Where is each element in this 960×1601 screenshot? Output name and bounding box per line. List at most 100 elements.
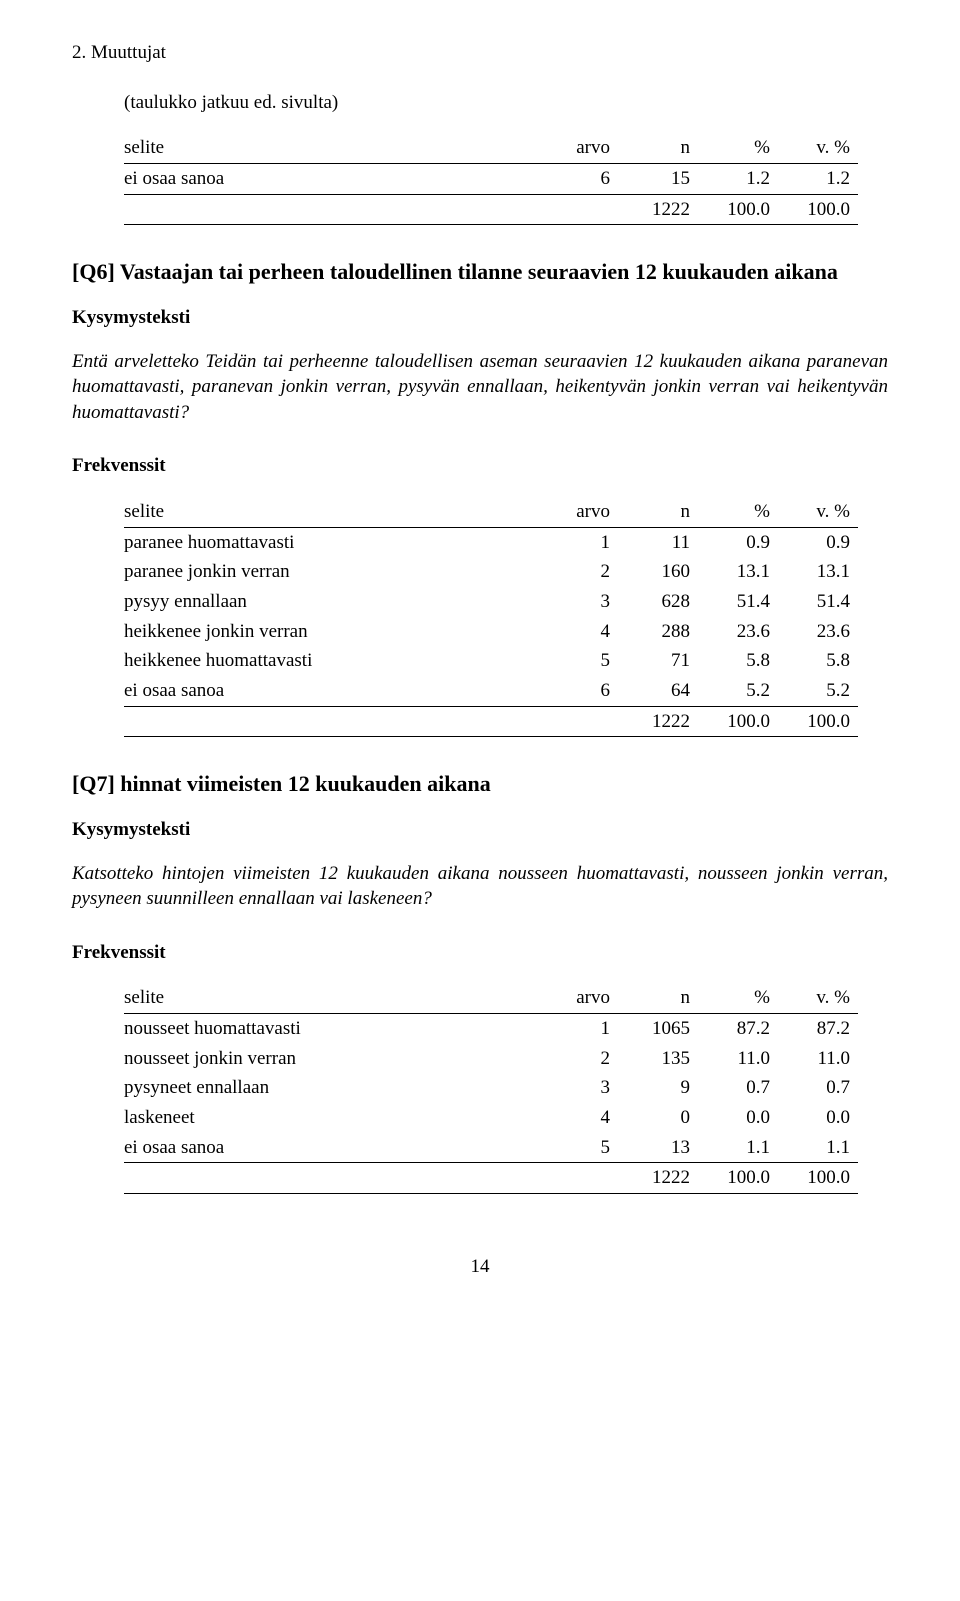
cell-pct: 13.1 — [698, 557, 778, 587]
cell-vpct: 5.8 — [778, 646, 858, 676]
cell-n: 11 — [618, 527, 698, 557]
table-q6: selite arvo n % v. % paranee huomattavas… — [124, 497, 858, 737]
cell-pct: 5.8 — [698, 646, 778, 676]
table-row: ei osaa sanoa6645.25.2 — [124, 676, 858, 706]
cell-selite: paranee huomattavasti — [124, 527, 548, 557]
cell-n: 13 — [618, 1133, 698, 1163]
col-header-selite: selite — [124, 133, 548, 163]
col-header-pct: % — [698, 983, 778, 1013]
q6-title: [Q6] Vastaajan tai perheen taloudellinen… — [72, 257, 888, 287]
q7-title: [Q7] hinnat viimeisten 12 kuukauden aika… — [72, 769, 888, 799]
cell-arvo: 2 — [548, 557, 618, 587]
cell-vpct: 0.0 — [778, 1103, 858, 1133]
cell-arvo: 1 — [548, 1014, 618, 1044]
cell-vpct: 1.2 — [778, 163, 858, 194]
q7-kysymysteksti-label: Kysymysteksti — [72, 817, 888, 843]
page-number: 14 — [72, 1254, 888, 1280]
cell-total-pct: 100.0 — [698, 706, 778, 737]
col-header-vpct: v. % — [778, 133, 858, 163]
q6-freq-label: Frekvenssit — [72, 453, 888, 479]
cell-arvo: 4 — [548, 617, 618, 647]
cell-selite: ei osaa sanoa — [124, 676, 548, 706]
cell-selite: paranee jonkin verran — [124, 557, 548, 587]
cell-arvo: 2 — [548, 1044, 618, 1074]
col-header-arvo: arvo — [548, 133, 618, 163]
table-row: nousseet jonkin verran213511.011.0 — [124, 1044, 858, 1074]
cell-vpct: 11.0 — [778, 1044, 858, 1074]
cell-n: 288 — [618, 617, 698, 647]
cell-n: 64 — [618, 676, 698, 706]
q7-freq-label: Frekvenssit — [72, 940, 888, 966]
col-header-n: n — [618, 983, 698, 1013]
cell-pct: 11.0 — [698, 1044, 778, 1074]
cell-arvo: 5 — [548, 1133, 618, 1163]
cell-selite: nousseet huomattavasti — [124, 1014, 548, 1044]
table-row: pysyy ennallaan362851.451.4 — [124, 587, 858, 617]
cell-empty — [124, 706, 548, 737]
cell-selite: pysyneet ennallaan — [124, 1073, 548, 1103]
cell-arvo: 3 — [548, 587, 618, 617]
cell-selite: heikkenee huomattavasti — [124, 646, 548, 676]
col-header-vpct: v. % — [778, 497, 858, 527]
cell-arvo: 5 — [548, 646, 618, 676]
col-header-n: n — [618, 497, 698, 527]
cell-pct: 5.2 — [698, 676, 778, 706]
table-total-row: 1222100.0100.0 — [124, 194, 858, 225]
table-row: pysyneet ennallaan390.70.7 — [124, 1073, 858, 1103]
cell-selite: heikkenee jonkin verran — [124, 617, 548, 647]
cell-empty — [548, 194, 618, 225]
cell-selite: ei osaa sanoa — [124, 1133, 548, 1163]
cell-selite: nousseet jonkin verran — [124, 1044, 548, 1074]
table-row: heikkenee huomattavasti5715.85.8 — [124, 646, 858, 676]
table-1-wrap: selite arvo n % v. % ei osaa sanoa6151.2… — [124, 133, 858, 225]
table-row: paranee jonkin verran216013.113.1 — [124, 557, 858, 587]
cell-n: 628 — [618, 587, 698, 617]
cell-total-n: 1222 — [618, 194, 698, 225]
cell-n: 15 — [618, 163, 698, 194]
cell-empty — [124, 194, 548, 225]
col-header-n: n — [618, 133, 698, 163]
table-row: paranee huomattavasti1110.90.9 — [124, 527, 858, 557]
cell-pct: 51.4 — [698, 587, 778, 617]
cell-vpct: 1.1 — [778, 1133, 858, 1163]
cell-pct: 1.2 — [698, 163, 778, 194]
q6-question-text: Entä arveletteko Teidän tai perheenne ta… — [72, 349, 888, 426]
table-row: ei osaa sanoa6151.21.2 — [124, 163, 858, 194]
section-heading: 2. Muuttujat — [72, 40, 888, 66]
cell-total-vpct: 100.0 — [778, 194, 858, 225]
cell-arvo: 6 — [548, 163, 618, 194]
col-header-vpct: v. % — [778, 983, 858, 1013]
cell-n: 1065 — [618, 1014, 698, 1044]
cell-total-vpct: 100.0 — [778, 706, 858, 737]
cell-selite: laskeneet — [124, 1103, 548, 1133]
cell-empty — [548, 1163, 618, 1194]
cell-n: 160 — [618, 557, 698, 587]
cell-pct: 0.7 — [698, 1073, 778, 1103]
cell-total-vpct: 100.0 — [778, 1163, 858, 1194]
cell-vpct: 23.6 — [778, 617, 858, 647]
table-row: ei osaa sanoa5131.11.1 — [124, 1133, 858, 1163]
cell-total-pct: 100.0 — [698, 194, 778, 225]
cell-n: 71 — [618, 646, 698, 676]
cell-vpct: 0.7 — [778, 1073, 858, 1103]
table-q6-wrap: selite arvo n % v. % paranee huomattavas… — [124, 497, 858, 737]
q7-question-text: Katsotteko hintojen viimeisten 12 kuukau… — [72, 861, 888, 912]
cell-vpct: 0.9 — [778, 527, 858, 557]
table-continued-note: (taulukko jatkuu ed. sivulta) — [124, 90, 888, 116]
cell-arvo: 4 — [548, 1103, 618, 1133]
cell-empty — [124, 1163, 548, 1194]
cell-pct: 0.0 — [698, 1103, 778, 1133]
cell-n: 135 — [618, 1044, 698, 1074]
cell-selite: pysyy ennallaan — [124, 587, 548, 617]
col-header-selite: selite — [124, 497, 548, 527]
cell-n: 0 — [618, 1103, 698, 1133]
table-q7: selite arvo n % v. % nousseet huomattava… — [124, 983, 858, 1193]
col-header-pct: % — [698, 497, 778, 527]
cell-pct: 0.9 — [698, 527, 778, 557]
table-row: laskeneet400.00.0 — [124, 1103, 858, 1133]
table-header-row: selite arvo n % v. % — [124, 497, 858, 527]
q6-kysymysteksti-label: Kysymysteksti — [72, 305, 888, 331]
col-header-selite: selite — [124, 983, 548, 1013]
cell-empty — [548, 706, 618, 737]
table-total-row: 1222100.0100.0 — [124, 1163, 858, 1194]
